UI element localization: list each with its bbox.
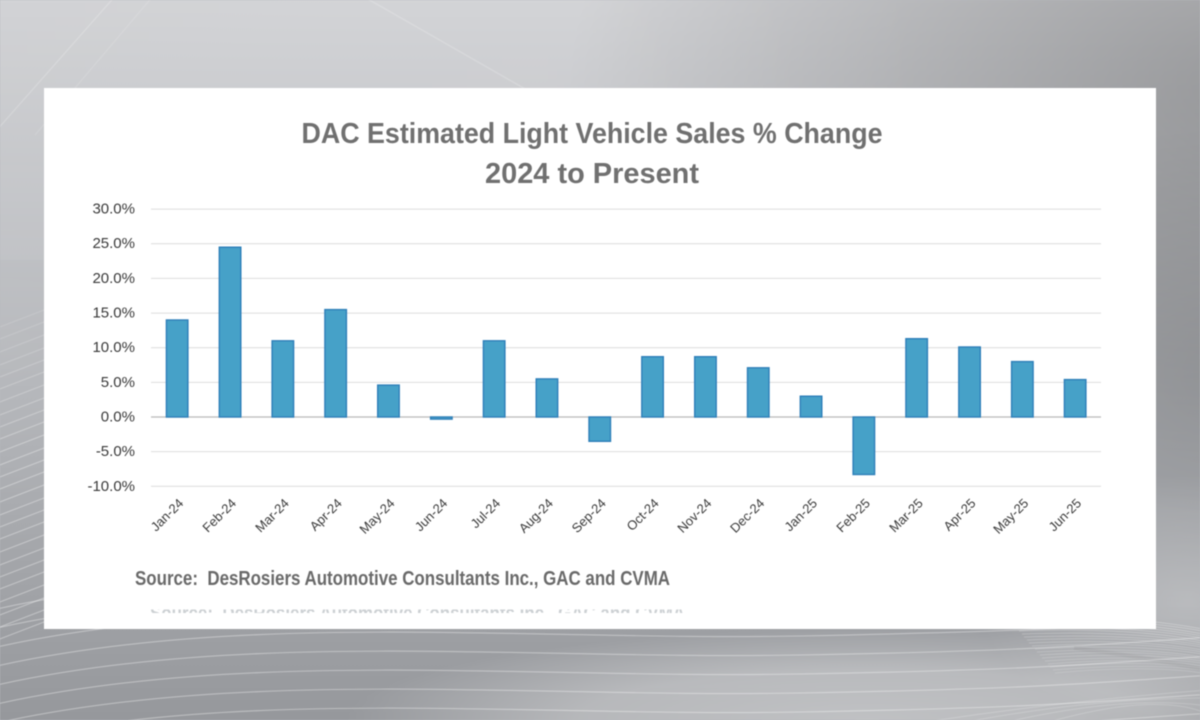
svg-text:Jul-24: Jul-24 [468, 496, 504, 532]
svg-text:Jun-24: Jun-24 [412, 496, 451, 535]
svg-text:Nov-24: Nov-24 [674, 496, 714, 536]
svg-text:Source: DesRosiers Automotive: Source: DesRosiers Automotive Consultant… [135, 567, 670, 590]
svg-text:Feb-25: Feb-25 [833, 496, 873, 536]
svg-text:Oct-24: Oct-24 [624, 496, 662, 534]
svg-text:Mar-24: Mar-24 [252, 496, 292, 536]
svg-text:-5.0%: -5.0% [96, 443, 135, 460]
svg-text:Mar-25: Mar-25 [886, 496, 926, 536]
svg-text:5.0%: 5.0% [101, 374, 135, 391]
svg-text:Apr-24: Apr-24 [307, 496, 345, 534]
svg-text:Apr-25: Apr-25 [940, 496, 978, 534]
svg-text:20.0%: 20.0% [92, 270, 135, 287]
svg-text:25.0%: 25.0% [92, 235, 135, 252]
svg-text:2024 to Present: 2024 to Present [485, 158, 699, 190]
svg-text:May-25: May-25 [990, 496, 1031, 537]
svg-text:DAC Estimated Light Vehicle Sa: DAC Estimated Light Vehicle Sales % Chan… [302, 118, 883, 150]
svg-text:Jan-25: Jan-25 [781, 496, 820, 535]
svg-text:Jan-24: Jan-24 [148, 496, 187, 535]
svg-text:Source: DesRosiers Automotive: Source: DesRosiers Automotive Consultant… [150, 602, 685, 625]
svg-text:30.0%: 30.0% [92, 201, 135, 218]
svg-text:15.0%: 15.0% [92, 305, 135, 322]
svg-text:May-24: May-24 [356, 496, 397, 537]
svg-text:Dec-24: Dec-24 [727, 496, 767, 536]
svg-text:Aug-24: Aug-24 [516, 496, 556, 536]
svg-text:-10.0%: -10.0% [87, 478, 135, 495]
svg-text:Jun-25: Jun-25 [1046, 496, 1085, 535]
svg-text:0.0%: 0.0% [101, 409, 135, 426]
svg-text:Sep-24: Sep-24 [569, 496, 609, 536]
svg-text:Feb-24: Feb-24 [199, 496, 239, 536]
svg-text:10.0%: 10.0% [92, 339, 135, 356]
